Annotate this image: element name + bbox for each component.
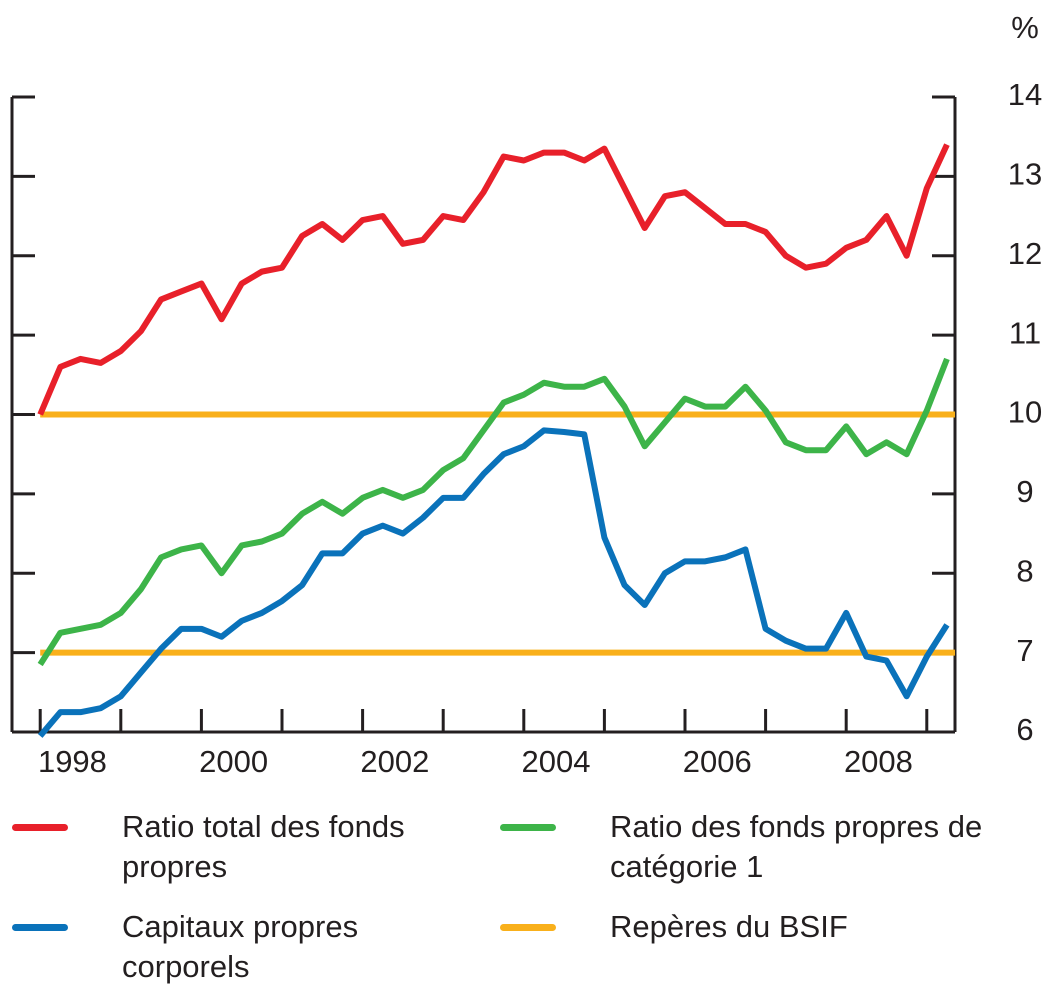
y-unit: %	[1011, 10, 1039, 45]
y-tick-label: 14	[1008, 77, 1042, 112]
legend-swatch	[12, 924, 68, 931]
x-tick-label: 2004	[522, 744, 591, 779]
x-tick-label: 1998	[38, 744, 107, 779]
series-line	[37, 427, 950, 738]
y-tick-label: 7	[1016, 633, 1033, 668]
x-tick-label: 2006	[683, 744, 752, 779]
x-tick-label: 2002	[360, 744, 429, 779]
legend-label: Ratio total des fonds propres	[122, 809, 405, 884]
y-tick-label: 8	[1016, 553, 1033, 588]
legend-swatch	[12, 824, 68, 831]
chart: % 6 7 8 9 10 11 12 13 14 1998 2000 2002 2004 2006 2008	[10, 10, 1042, 779]
x-tick-label: 2008	[844, 744, 913, 779]
y-tick-label: 13	[1008, 157, 1042, 192]
legend-label: Ratio des fonds propres de catégorie 1	[610, 809, 983, 884]
legend-swatch	[500, 824, 556, 831]
y-tick-label: 9	[1016, 474, 1033, 509]
y-tick-label: 6	[1016, 712, 1033, 747]
series-line	[37, 357, 950, 667]
y-tick-label: 12	[1008, 236, 1042, 271]
y-tick-label: 11	[1009, 315, 1041, 350]
x-tick-label: 2000	[199, 744, 268, 779]
legend-label: Capitaux propres corporels	[122, 909, 359, 984]
y-tick-label: 10	[1008, 395, 1042, 430]
series-line	[37, 143, 950, 416]
legend-swatch	[500, 924, 556, 931]
legend-label: Repères du BSIF	[610, 909, 848, 944]
